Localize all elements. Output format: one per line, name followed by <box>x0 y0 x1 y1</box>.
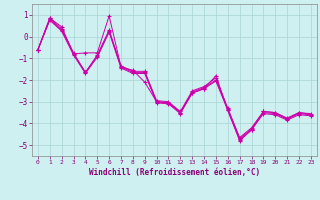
X-axis label: Windchill (Refroidissement éolien,°C): Windchill (Refroidissement éolien,°C) <box>89 168 260 177</box>
